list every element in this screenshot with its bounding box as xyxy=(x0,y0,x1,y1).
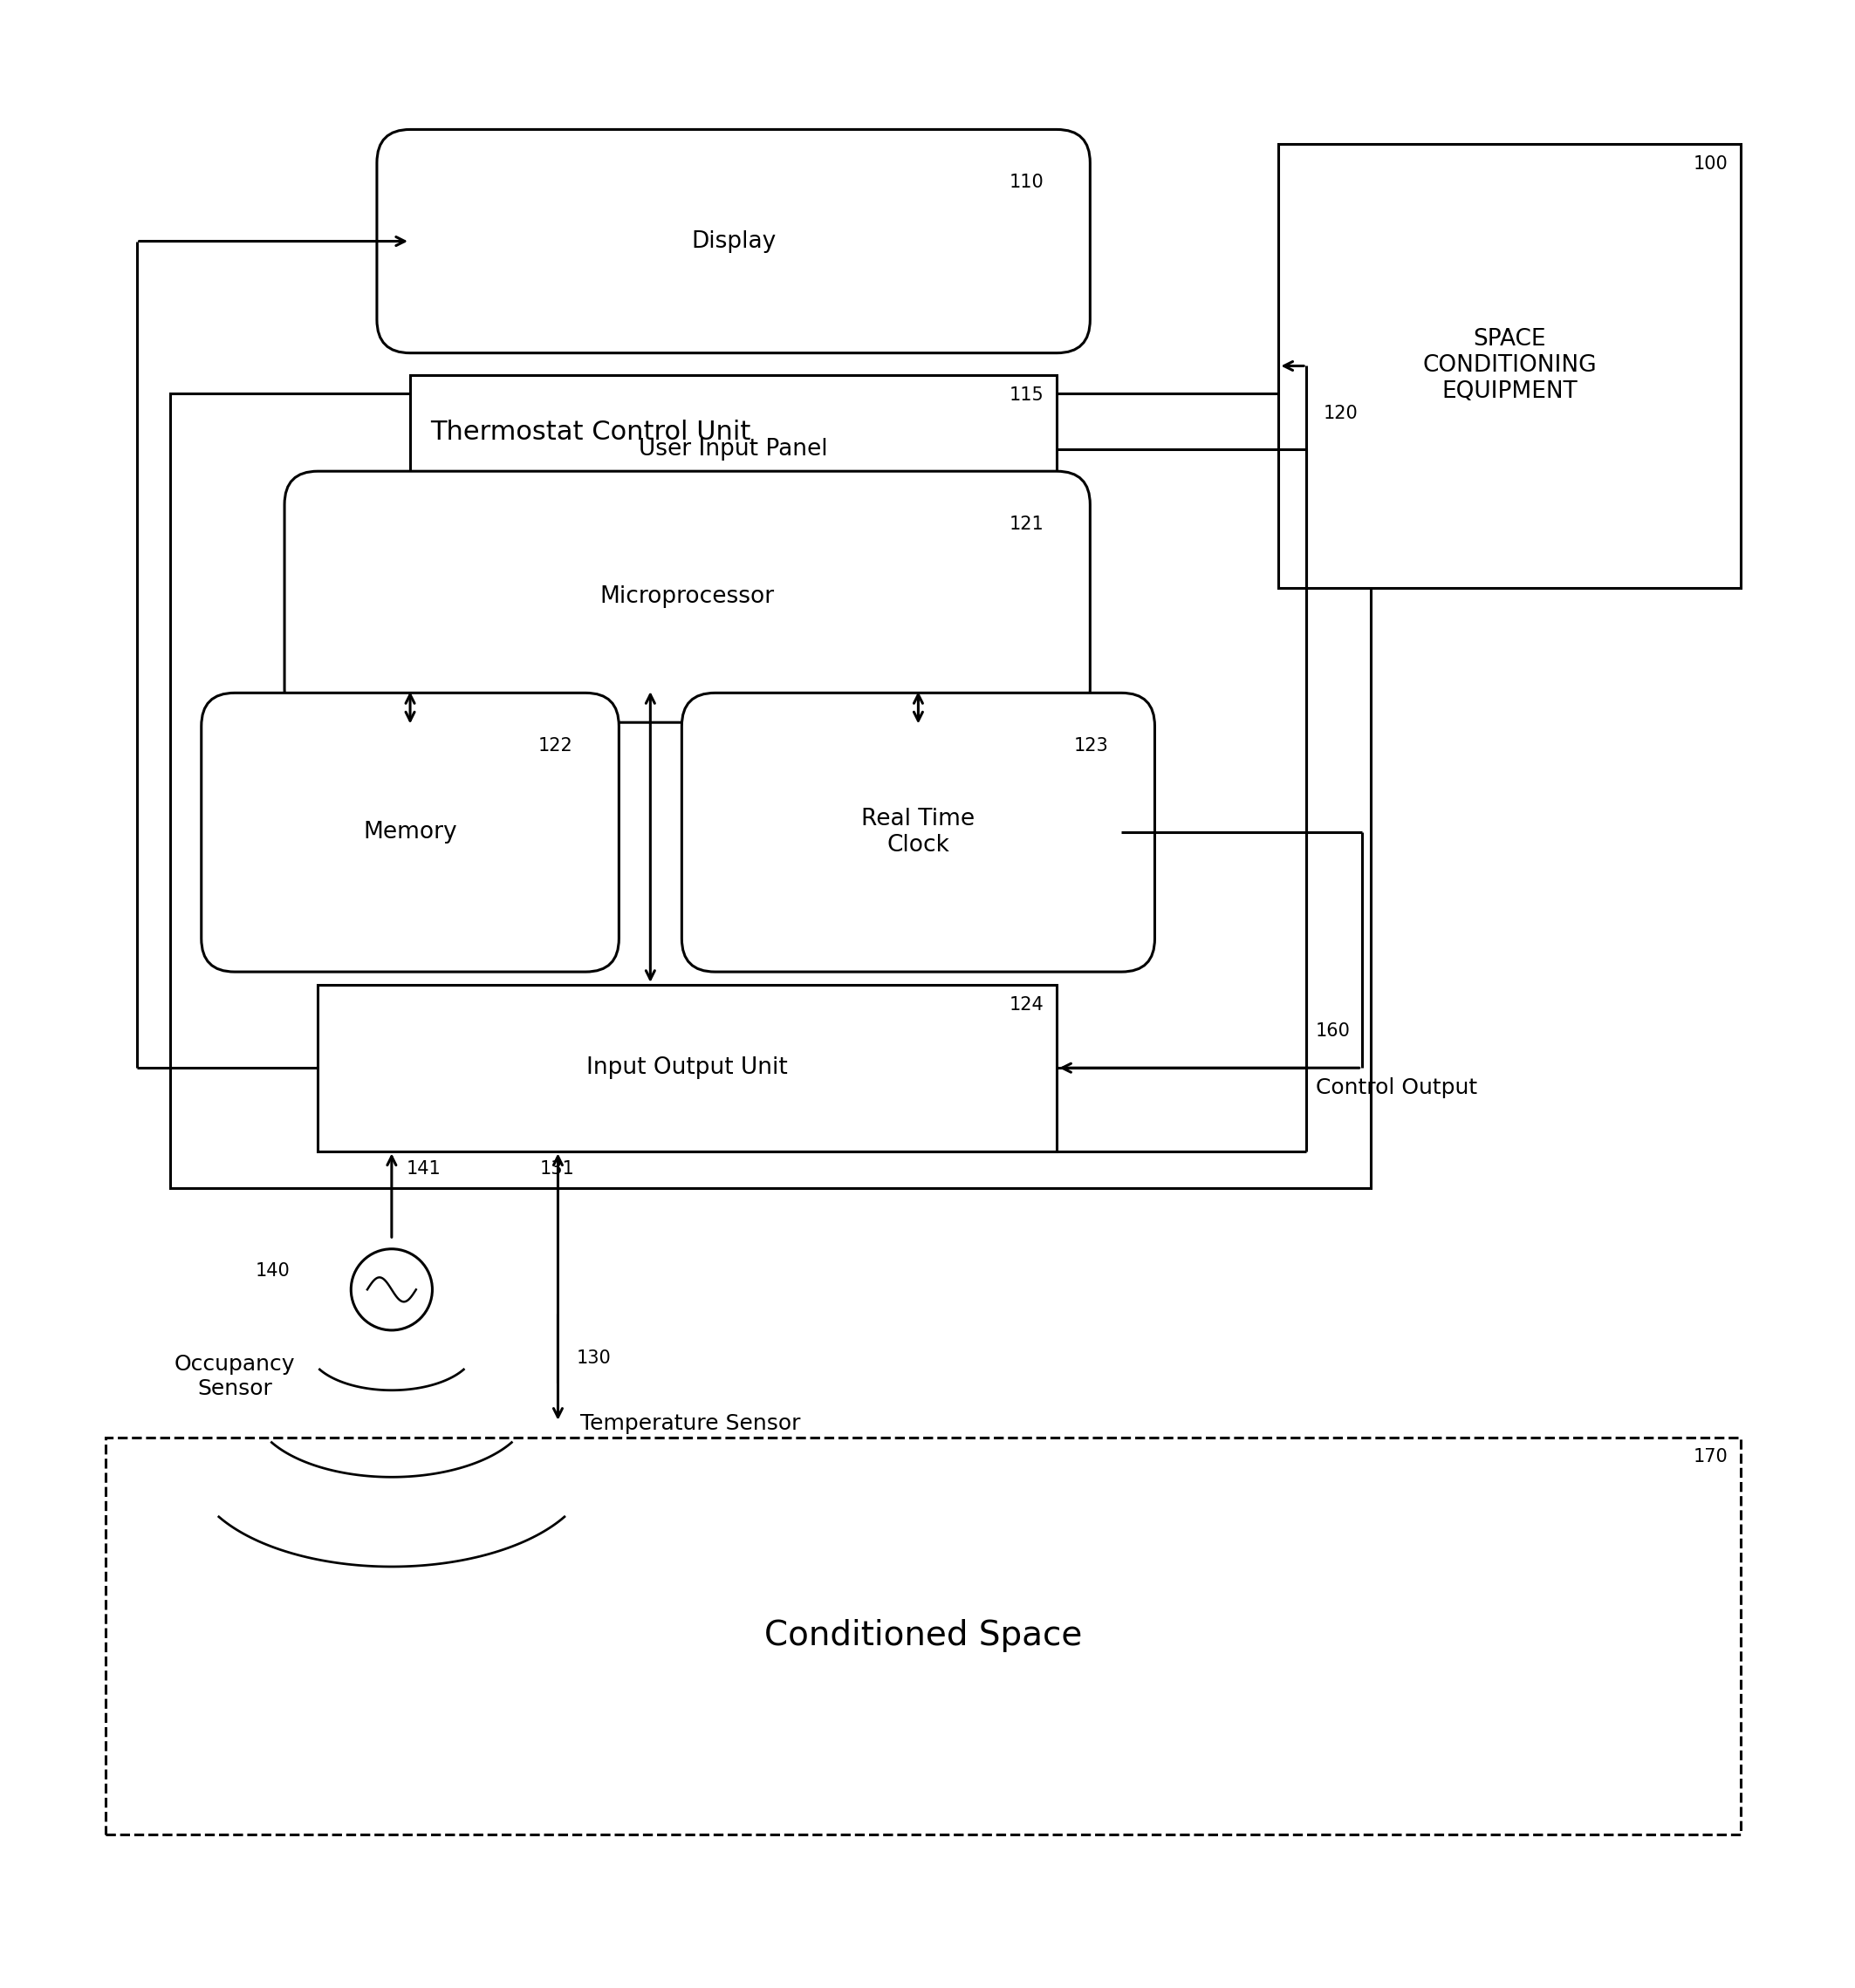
Text: User Input Panel: User Input Panel xyxy=(638,437,827,461)
Text: 160: 160 xyxy=(1315,1022,1350,1040)
Text: 124: 124 xyxy=(1009,996,1044,1014)
Text: 121: 121 xyxy=(1009,515,1044,533)
Text: 140: 140 xyxy=(256,1262,289,1280)
Text: 120: 120 xyxy=(1323,406,1358,421)
Text: Occupancy
Sensor: Occupancy Sensor xyxy=(174,1354,295,1400)
Text: 123: 123 xyxy=(1074,738,1109,755)
Text: Display: Display xyxy=(692,231,775,252)
Text: 131: 131 xyxy=(540,1161,575,1177)
Text: 170: 170 xyxy=(1694,1449,1727,1465)
Text: Real Time
Clock: Real Time Clock xyxy=(861,807,976,857)
Bar xyxy=(410,376,1057,523)
Text: 141: 141 xyxy=(406,1161,441,1177)
FancyBboxPatch shape xyxy=(377,129,1091,354)
FancyBboxPatch shape xyxy=(284,471,1091,722)
Text: Input Output Unit: Input Output Unit xyxy=(586,1056,788,1079)
Bar xyxy=(317,984,1057,1151)
Text: Microprocessor: Microprocessor xyxy=(599,586,775,608)
Text: 100: 100 xyxy=(1694,155,1727,173)
Text: 130: 130 xyxy=(577,1350,610,1368)
Text: Conditioned Space: Conditioned Space xyxy=(764,1620,1081,1652)
Text: Temperature Sensor: Temperature Sensor xyxy=(581,1413,801,1433)
Text: 122: 122 xyxy=(538,738,573,755)
Text: Memory: Memory xyxy=(364,821,456,843)
Bar xyxy=(106,1437,1740,1835)
Text: Thermostat Control Unit: Thermostat Control Unit xyxy=(430,419,751,445)
FancyBboxPatch shape xyxy=(683,694,1156,972)
FancyBboxPatch shape xyxy=(202,694,620,972)
Bar xyxy=(1278,145,1740,588)
Text: Control Output: Control Output xyxy=(1315,1077,1477,1097)
Text: 110: 110 xyxy=(1009,173,1044,191)
Bar xyxy=(171,394,1371,1189)
Text: 115: 115 xyxy=(1009,386,1044,404)
Text: SPACE
CONDITIONING
EQUIPMENT: SPACE CONDITIONING EQUIPMENT xyxy=(1423,328,1597,404)
Circle shape xyxy=(351,1248,432,1330)
